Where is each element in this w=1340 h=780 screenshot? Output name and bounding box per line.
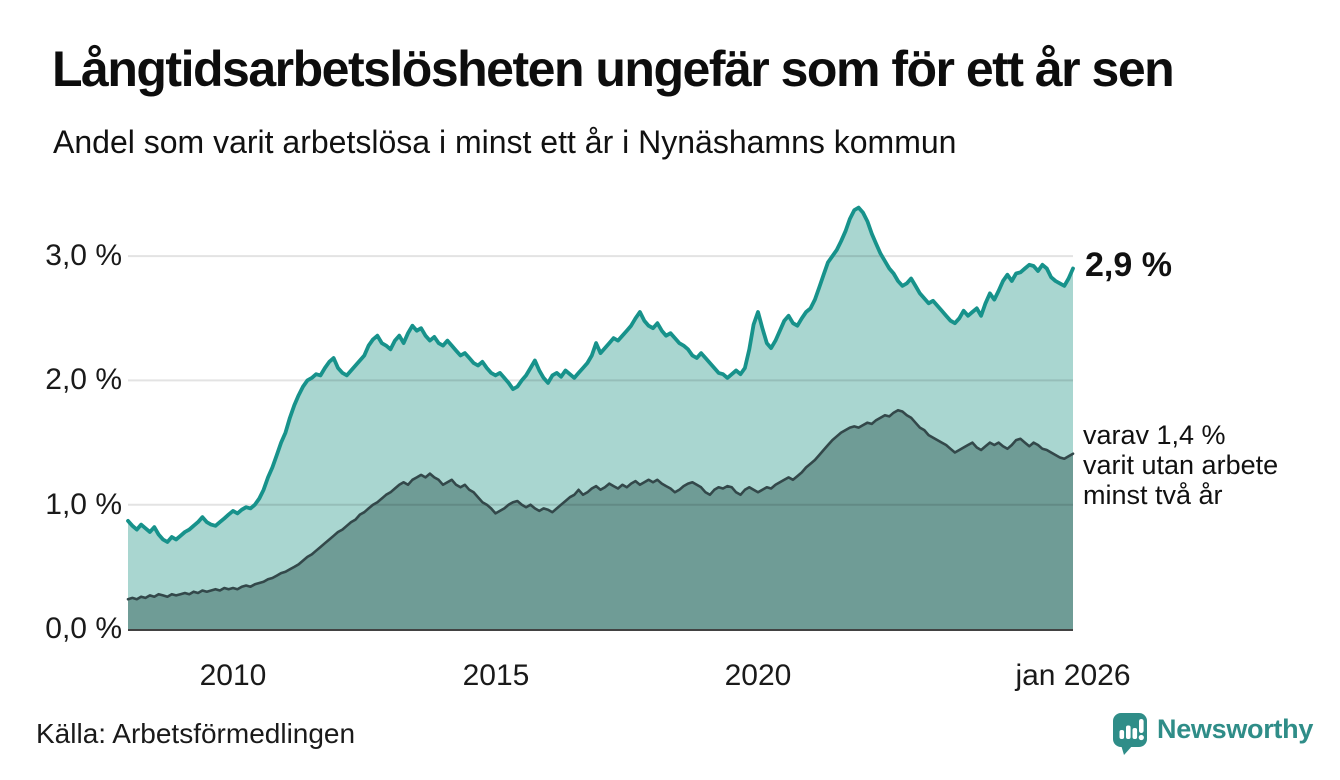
two-year-annotation-line-1: varav 1,4 %	[1083, 420, 1226, 450]
chart-title: Långtidsarbetslösheten ungefär som för e…	[52, 41, 1175, 97]
latest-value-label: 2,9 %	[1085, 246, 1172, 284]
x-axis-tick-label: 2010	[199, 659, 267, 692]
y-axis-tick-label: 3,0 %	[45, 239, 122, 273]
y-axis-tick-label: 2,0 %	[45, 363, 122, 397]
x-axis-tick-label: 2015	[462, 659, 530, 692]
y-axis-tick-label: 1,0 %	[45, 487, 122, 521]
series-two-year-area	[128, 410, 1073, 629]
y-axis-tick-label: 0,0 %	[45, 612, 122, 645]
two-year-annotation: varav 1,4 % varit utan arbete minst två …	[1083, 420, 1278, 510]
two-year-annotation-line-2: varit utan arbete	[1083, 450, 1279, 480]
two-year-annotation-line-3: minst två år	[1083, 480, 1223, 510]
chart-subtitle: Andel som varit arbetslösa i minst ett å…	[53, 124, 957, 160]
series-two-year-line	[126, 408, 1075, 601]
brand-name: Newsworthy	[1157, 714, 1314, 744]
newsworthy-speech-bubble-chart-icon	[1113, 713, 1147, 755]
series-total-line	[126, 205, 1075, 544]
source-note: Källa: Arbetsförmedlingen	[36, 718, 356, 749]
brand-logo: Newsworthy	[1112, 712, 1313, 756]
x-axis-tick-label: 2020	[724, 659, 792, 692]
x-axis-tick-label: jan 2026	[1015, 659, 1131, 692]
